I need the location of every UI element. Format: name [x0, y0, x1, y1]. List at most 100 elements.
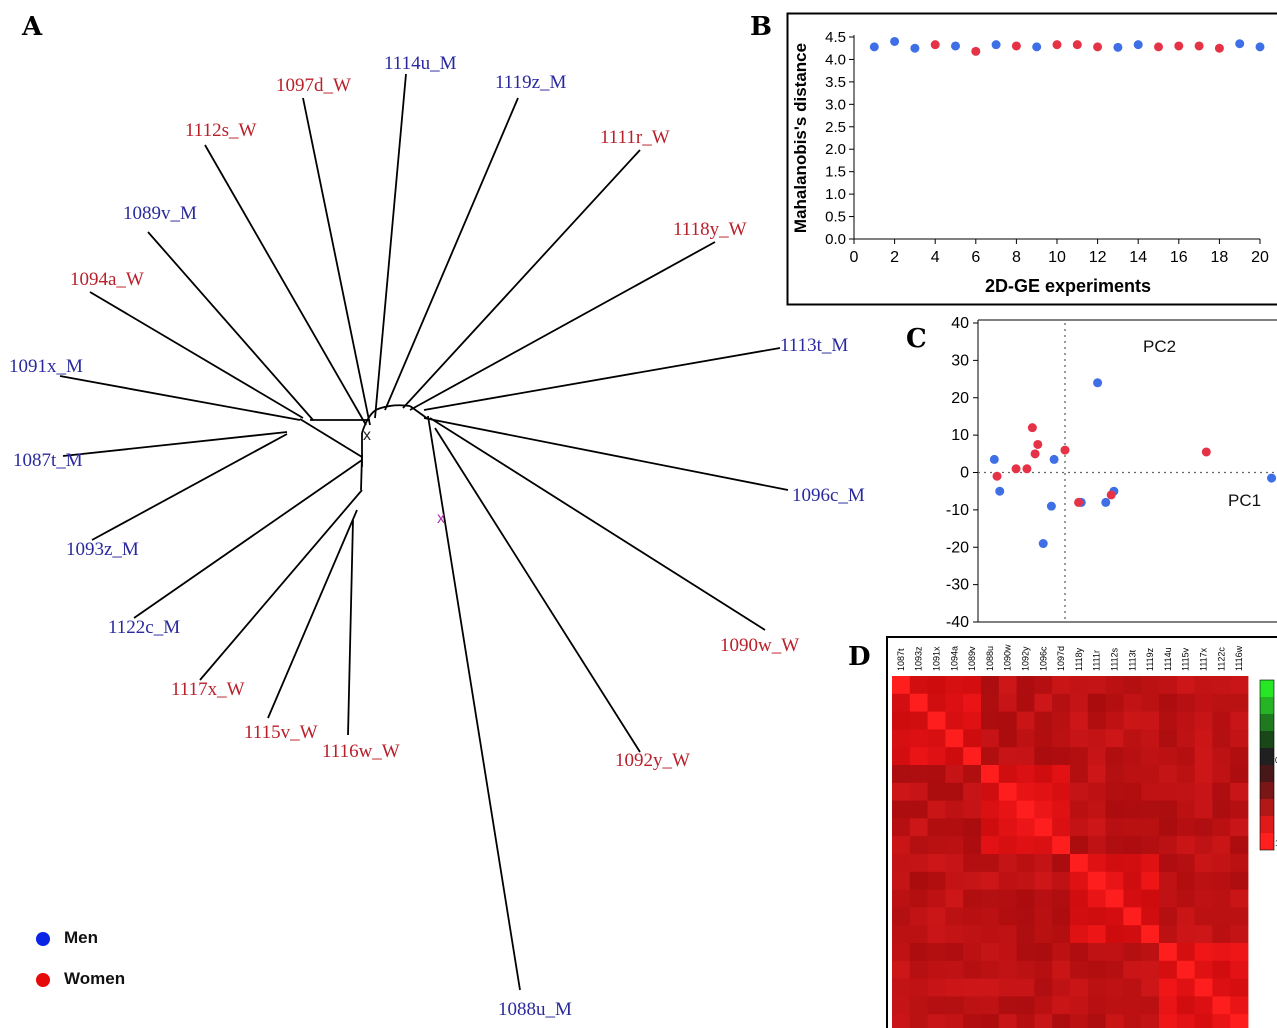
chart-b-y-tick-label: 0.0	[825, 231, 846, 248]
tree-diagram: x x	[59, 73, 789, 991]
chart-c-y-tick-label: -30	[946, 577, 969, 594]
chart-b-frame	[786, 12, 1277, 306]
heatmap-cell	[1176, 978, 1195, 997]
heatmap-cell	[1230, 836, 1249, 855]
heatmap-cell	[1212, 676, 1231, 695]
heatmap-cell	[909, 765, 928, 784]
heatmap-scale-swatch	[1260, 697, 1274, 714]
heatmap-scale-swatch	[1260, 782, 1274, 799]
heatmap-cell	[963, 765, 982, 784]
heatmap-cell	[1123, 676, 1142, 695]
heatmap-cell	[1159, 889, 1178, 908]
chart-b-point	[1154, 42, 1163, 52]
heatmap-cell	[1212, 765, 1231, 784]
heatmap-cell	[1194, 711, 1213, 730]
heatmap-cell	[1176, 693, 1195, 712]
heatmap-cell	[1016, 871, 1035, 890]
tree-leaf-label: 1087t_M	[13, 450, 83, 471]
heatmap-cell	[1141, 925, 1160, 944]
chart-b-x-tick-label: 2	[890, 249, 899, 266]
heatmap-cell	[1212, 925, 1231, 944]
heatmap-cell	[892, 765, 911, 784]
chart-b-point	[1174, 41, 1184, 51]
heatmap-cell	[1141, 836, 1160, 855]
heatmap-cell	[1123, 996, 1142, 1015]
chart-b-point	[890, 36, 900, 46]
heatmap-cell	[1212, 747, 1231, 766]
heatmap-cell	[1087, 676, 1106, 695]
tree-leaf-label: 1091x_M	[9, 356, 83, 377]
heatmap-cell	[1105, 818, 1124, 837]
chart-c-y-tick-label: -40	[946, 614, 969, 631]
chart-c-pc1-label: PC1	[1228, 491, 1261, 510]
tree-leaf-label: 1118y_W	[673, 219, 747, 240]
heatmap-column-label: 1089v	[967, 646, 977, 671]
heatmap-cell	[945, 978, 964, 997]
heatmap-cell	[1230, 996, 1249, 1015]
chart-b-point	[1235, 39, 1245, 49]
heatmap-cell	[963, 747, 982, 766]
heatmap-cell	[945, 925, 964, 944]
heatmap-cell	[909, 943, 928, 962]
heatmap-cell	[1194, 978, 1213, 997]
chart-b-y-tick-label: 1.5	[825, 164, 846, 181]
heatmap-cell	[1212, 889, 1231, 908]
heatmap-cell	[1123, 1014, 1142, 1028]
heatmap-cell	[1034, 836, 1053, 855]
heatmap-cell	[945, 871, 964, 890]
heatmap-column-label: 1114u	[1163, 647, 1173, 671]
heatmap-cell	[1212, 729, 1231, 748]
heatmap-cell	[1141, 907, 1160, 926]
heatmap-cell	[1052, 889, 1071, 908]
heatmap-cell	[1070, 978, 1089, 997]
heatmap-cell	[1105, 729, 1124, 748]
heatmap-cell	[1105, 747, 1124, 766]
chart-c-point	[1267, 473, 1277, 483]
heatmap-cell	[981, 1014, 1000, 1028]
chart-b-x-tick-label: 8	[1012, 249, 1021, 266]
heatmap-cell	[1105, 854, 1124, 873]
chart-c-point	[1060, 445, 1070, 455]
heatmap-cell	[998, 765, 1017, 784]
heatmap-cell	[1194, 676, 1213, 695]
tree-branch	[423, 417, 789, 491]
heatmap-column-label: 1117x	[1199, 647, 1209, 671]
heatmap-cell	[1123, 693, 1142, 712]
chart-b-x-tick-label: 4	[931, 249, 940, 266]
heatmap-cell	[998, 729, 1017, 748]
heatmap-cell	[1016, 978, 1035, 997]
heatmap-scale-swatch	[1260, 731, 1274, 748]
heatmap-cell	[1212, 907, 1231, 926]
heatmap-cell	[963, 676, 982, 695]
chart-b-point	[1255, 42, 1265, 52]
heatmap-cell	[1034, 978, 1053, 997]
heatmap-cell	[1016, 889, 1035, 908]
heatmap-cell	[1070, 943, 1089, 962]
legend-women-marker	[36, 973, 50, 987]
heatmap-cell	[892, 818, 911, 837]
heatmap-cell	[998, 907, 1017, 926]
chart-b-y-tick-label: 2.5	[825, 119, 846, 136]
heatmap-cell	[1176, 818, 1195, 837]
heatmap-cell	[1141, 765, 1160, 784]
heatmap-cell	[1230, 960, 1249, 979]
heatmap-cell	[892, 871, 911, 890]
heatmap-cell	[998, 836, 1017, 855]
heatmap-cell	[963, 907, 982, 926]
heatmap-cell	[1070, 747, 1089, 766]
heatmap-cell	[1176, 765, 1195, 784]
heatmap-cell	[1087, 782, 1106, 801]
tree-branch	[59, 375, 301, 421]
chart-c-point	[989, 454, 999, 464]
tree-branch	[302, 97, 371, 426]
tree-branch	[89, 291, 304, 419]
chart-b-point	[1072, 40, 1082, 50]
heatmap-cell	[1052, 854, 1071, 873]
heatmap-cell	[1052, 818, 1071, 837]
heatmap-cell	[1176, 943, 1195, 962]
heatmap-cell	[1070, 871, 1089, 890]
panel-label-d: D	[848, 642, 871, 672]
heatmap-column-label: 1116w	[1234, 645, 1244, 671]
heatmap-cell	[1230, 1014, 1249, 1028]
heatmap-cell	[1230, 729, 1249, 748]
